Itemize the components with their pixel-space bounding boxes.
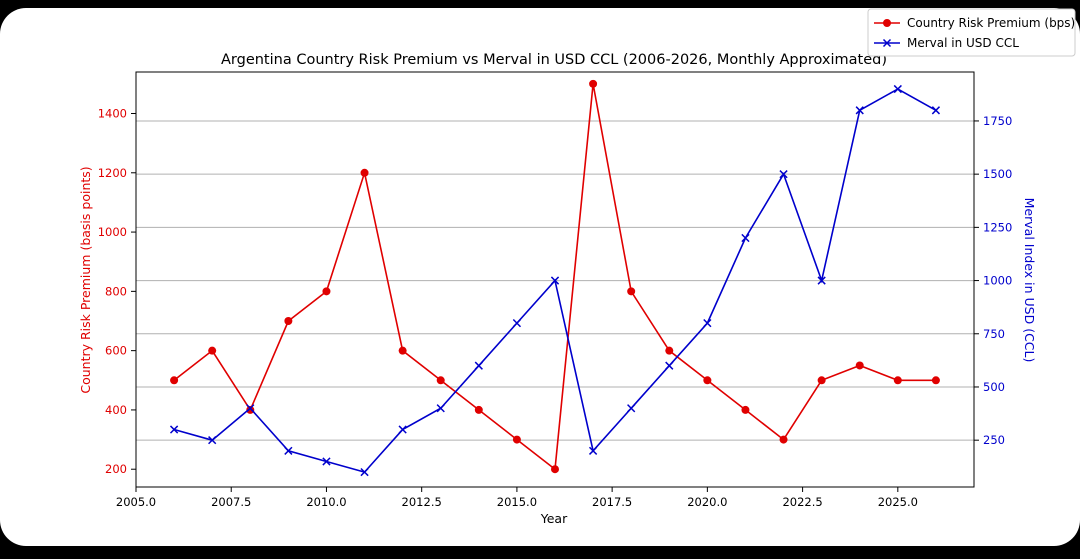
data-point-country-risk [893, 376, 902, 385]
data-point-country-risk [512, 435, 521, 444]
x-tick-label: 2015.0 [497, 495, 537, 509]
data-point-country-risk [551, 465, 559, 474]
data-point-country-risk [817, 376, 826, 385]
left-y-tick-label: 1200 [98, 166, 127, 180]
data-point-merval [627, 404, 636, 413]
data-point-country-risk [665, 346, 674, 355]
data-point-country-risk [246, 405, 255, 414]
left-y-tick-label: 200 [105, 462, 127, 476]
x-tick-label: 2020.0 [687, 495, 727, 509]
data-point-merval [550, 276, 560, 285]
data-point-merval [512, 318, 522, 328]
left-y-tick-label: 1400 [98, 107, 127, 121]
data-point-merval [208, 436, 217, 445]
legend-box [867, 8, 1076, 57]
right-y-tick-label: 1000 [983, 274, 1012, 288]
left-y-tick-label: 800 [105, 284, 127, 298]
data-point-country-risk [436, 376, 445, 385]
data-point-merval [741, 233, 750, 243]
data-point-country-risk [360, 168, 369, 177]
data-point-merval [588, 446, 598, 455]
legend-label-country-risk: Country Risk Premium (bps) [907, 16, 1075, 30]
data-point-merval [169, 425, 179, 434]
right-y-axis-label: Merval Index in USD (CCL) [1022, 198, 1037, 363]
data-point-country-risk [398, 346, 407, 355]
data-point-country-risk [284, 317, 293, 325]
x-tick-label: 2010.0 [306, 495, 346, 509]
data-point-merval [855, 106, 864, 115]
data-point-merval [246, 404, 255, 413]
data-point-country-risk [589, 79, 598, 88]
x-axis-label: Year [540, 511, 568, 526]
series-layer [169, 79, 941, 477]
data-point-merval [284, 446, 293, 455]
data-point-country-risk [741, 405, 750, 414]
data-point-country-risk [855, 361, 864, 370]
data-point-merval [436, 404, 445, 413]
legend-marker-merval [882, 38, 892, 48]
left-y-tick-label: 400 [105, 403, 127, 417]
right-y-tick-label: 250 [983, 433, 1005, 447]
data-point-merval [398, 425, 407, 434]
data-point-country-risk [703, 376, 712, 385]
data-point-country-risk [779, 435, 788, 444]
data-point-merval [474, 361, 483, 370]
data-point-merval [703, 318, 712, 328]
left-y-tick-label: 1000 [98, 225, 127, 239]
x-tick-label: 2025.0 [878, 495, 918, 509]
x-tick-label: 2007.5 [211, 495, 251, 509]
data-point-country-risk [627, 287, 636, 296]
right-y-tick-label: 1750 [983, 114, 1012, 128]
data-point-country-risk [931, 376, 940, 385]
left-y-axis: 200 400 600 800 1000 1200 1400 [98, 107, 136, 476]
x-tick-label: 2022.5 [782, 495, 822, 509]
series-line-country-risk [173, 83, 936, 471]
left-y-tick-label: 600 [105, 344, 127, 358]
legend-label-merval: Merval in USD CCL [907, 36, 1019, 50]
legend-marker-country-risk [883, 19, 891, 27]
right-y-tick-label: 750 [983, 327, 1005, 341]
x-axis: 2005.0 2007.5 2010.0 2012.5 2015.0 2017.5 2020… [116, 487, 918, 509]
grid-lines [136, 120, 974, 441]
legend: Country Risk Premium (bps) Merval in USD… [867, 8, 1076, 57]
x-tick-label: 2005.0 [116, 495, 156, 509]
data-point-country-risk [474, 405, 483, 414]
right-y-tick-label: 500 [983, 380, 1005, 394]
data-point-merval [360, 467, 369, 477]
data-point-country-risk [322, 287, 331, 296]
right-y-tick-label: 1250 [983, 220, 1012, 234]
data-point-merval [931, 106, 941, 115]
data-point-merval [893, 84, 902, 94]
data-point-merval [665, 361, 674, 370]
right-y-tick-label: 1500 [983, 167, 1012, 181]
data-point-country-risk [208, 346, 217, 355]
left-y-axis-label: Country Risk Premium (basis points) [78, 166, 93, 393]
data-point-merval [779, 170, 788, 179]
plot-frame [135, 71, 975, 488]
data-point-merval [322, 457, 331, 466]
chart-card [0, 8, 1080, 546]
x-tick-label: 2017.5 [592, 495, 632, 509]
chart-title: Argentina Country Risk Premium vs Merval… [221, 52, 887, 68]
data-point-country-risk [170, 376, 179, 385]
right-y-axis: 250 500 750 1000 1250 1500 1750 [974, 114, 1012, 447]
data-point-merval [817, 276, 826, 285]
x-tick-label: 2012.5 [402, 495, 442, 509]
